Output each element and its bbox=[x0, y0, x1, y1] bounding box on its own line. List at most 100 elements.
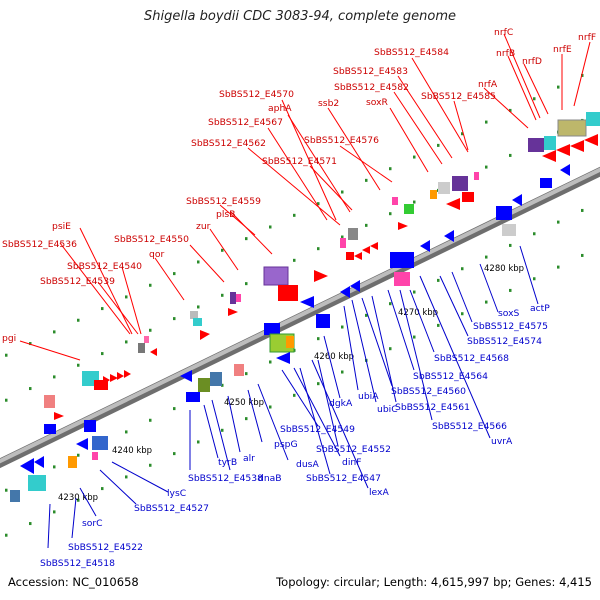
gene-label-nrfc: nrfC bbox=[494, 27, 513, 38]
scale-label-4250: 4250 kbp bbox=[224, 398, 264, 408]
feature-red bbox=[94, 380, 108, 390]
tick-mark bbox=[509, 288, 512, 292]
feature-orange bbox=[430, 190, 437, 199]
bottom-leader-lines bbox=[47, 245, 539, 549]
feature-red-arrow bbox=[124, 370, 131, 378]
tick-mark bbox=[77, 453, 80, 457]
tick-mark bbox=[581, 253, 584, 257]
feature-red-arrow bbox=[362, 246, 370, 254]
tick-mark bbox=[149, 283, 152, 287]
tick-mark bbox=[461, 132, 464, 136]
gene-label-nrfa: nrfA bbox=[478, 79, 498, 90]
gene-label-plsb: plsB bbox=[216, 209, 235, 220]
tick-mark bbox=[557, 265, 560, 269]
tick-mark bbox=[485, 165, 488, 169]
feature-red bbox=[462, 192, 474, 202]
gene-label-nrfe: nrfE bbox=[553, 44, 572, 55]
tick-mark bbox=[101, 487, 104, 491]
gene-label-sbbs512-e4560: SbBS512_E4560 bbox=[391, 386, 466, 397]
gene-label-nrff: nrfF bbox=[578, 32, 596, 43]
tick-mark bbox=[197, 260, 200, 264]
tick-mark bbox=[341, 325, 344, 329]
gene-label-apha: aphA bbox=[268, 103, 292, 114]
tick-mark bbox=[29, 342, 32, 346]
feature-blue-arrow bbox=[180, 370, 192, 382]
gene-label-sbbs512-e4570: SbBS512_E4570 bbox=[219, 89, 294, 100]
tick-mark bbox=[293, 393, 296, 397]
gene-label-sbbs512-e4561: SbBS512_E4561 bbox=[395, 402, 470, 413]
feature-blue-arrow bbox=[300, 296, 314, 308]
feature-purple bbox=[528, 138, 544, 152]
tick-mark bbox=[245, 282, 248, 286]
tick-mark bbox=[293, 213, 296, 217]
feature-cyan bbox=[28, 475, 46, 491]
tick-mark bbox=[5, 398, 8, 402]
tick-mark bbox=[461, 312, 464, 316]
feature-pink bbox=[234, 364, 244, 376]
gene-label-tyrb: tyrB bbox=[218, 457, 237, 468]
tick-mark bbox=[53, 510, 56, 514]
feature-red-arrow bbox=[117, 372, 124, 380]
tick-mark bbox=[413, 200, 416, 204]
feature-gray bbox=[348, 228, 358, 240]
tick-mark bbox=[5, 533, 8, 537]
tick-mark bbox=[413, 335, 416, 339]
feature-blue-arrow bbox=[350, 280, 360, 292]
feature-orange bbox=[68, 456, 77, 468]
feature-blue-arrow bbox=[34, 456, 44, 468]
tick-mark bbox=[101, 352, 104, 356]
gene-label-sbbs512-e4540: SbBS512_E4540 bbox=[67, 261, 142, 272]
scale-label-4260: 4260 kbp bbox=[314, 352, 354, 362]
gene-label-sbbs512-e4567: SbBS512_E4567 bbox=[208, 117, 283, 128]
tick-mark bbox=[581, 73, 584, 77]
tick-mark bbox=[317, 337, 320, 341]
feature-pink-small bbox=[392, 197, 398, 205]
tick-mark bbox=[29, 522, 32, 526]
gene-label-sbbs512-e4576: SbBS512_E4576 bbox=[304, 135, 379, 146]
gene-label-sbbs512-e4539: SbBS512_E4539 bbox=[40, 276, 115, 287]
gene-features bbox=[10, 112, 600, 502]
feature-red-block bbox=[278, 285, 298, 301]
tick-mark bbox=[221, 383, 224, 387]
tick-mark bbox=[173, 272, 176, 276]
tick-mark bbox=[437, 143, 440, 147]
tick-mark bbox=[5, 353, 8, 357]
gene-label-psie: psiE bbox=[52, 221, 71, 232]
tick-mark bbox=[317, 382, 320, 386]
tick-mark bbox=[245, 237, 248, 241]
tick-mark bbox=[269, 360, 272, 364]
tick-mark bbox=[125, 475, 128, 479]
feature-blue bbox=[44, 424, 56, 434]
feature-blue bbox=[84, 420, 96, 432]
feature-pink-small bbox=[92, 452, 98, 460]
feature-red-arrow bbox=[370, 242, 378, 250]
map-title: Shigella boydii CDC 3083-94, complete ge… bbox=[143, 9, 457, 24]
gene-label-sbbs512-e4582: SbBS512_E4582 bbox=[334, 82, 409, 93]
tick-mark bbox=[173, 452, 176, 456]
feature-red-arrow bbox=[446, 198, 460, 210]
tick-marks bbox=[5, 73, 584, 537]
feature-blue-arrow bbox=[512, 194, 522, 206]
tick-mark bbox=[245, 372, 248, 376]
gene-label-dnab: dnaB bbox=[258, 473, 282, 484]
gene-label-soxs: soxS bbox=[498, 308, 520, 319]
feature-blue-arrow bbox=[276, 352, 290, 364]
tick-mark bbox=[29, 387, 32, 391]
tick-mark bbox=[125, 340, 128, 344]
top-leader-lines bbox=[19, 33, 591, 361]
scale-labels: 4230 kbp 4240 kbp 4250 kbp 4260 kbp 4270… bbox=[58, 264, 524, 503]
feature-pink-small bbox=[144, 336, 149, 343]
gene-label-alr: alr bbox=[243, 453, 255, 464]
gene-label-dinf: dinF bbox=[342, 457, 362, 468]
tick-mark bbox=[413, 290, 416, 294]
feature-blue bbox=[316, 314, 330, 328]
tick-mark bbox=[581, 208, 584, 212]
tick-mark bbox=[557, 220, 560, 224]
feature-red-arrow bbox=[103, 376, 110, 385]
feature-blue-arrow bbox=[20, 458, 34, 474]
tick-mark bbox=[365, 223, 368, 227]
feature-cyan-small bbox=[193, 318, 202, 326]
tick-mark bbox=[437, 323, 440, 327]
feature-red-arrow bbox=[150, 348, 157, 356]
gene-label-dgka: dgkA bbox=[329, 398, 353, 409]
